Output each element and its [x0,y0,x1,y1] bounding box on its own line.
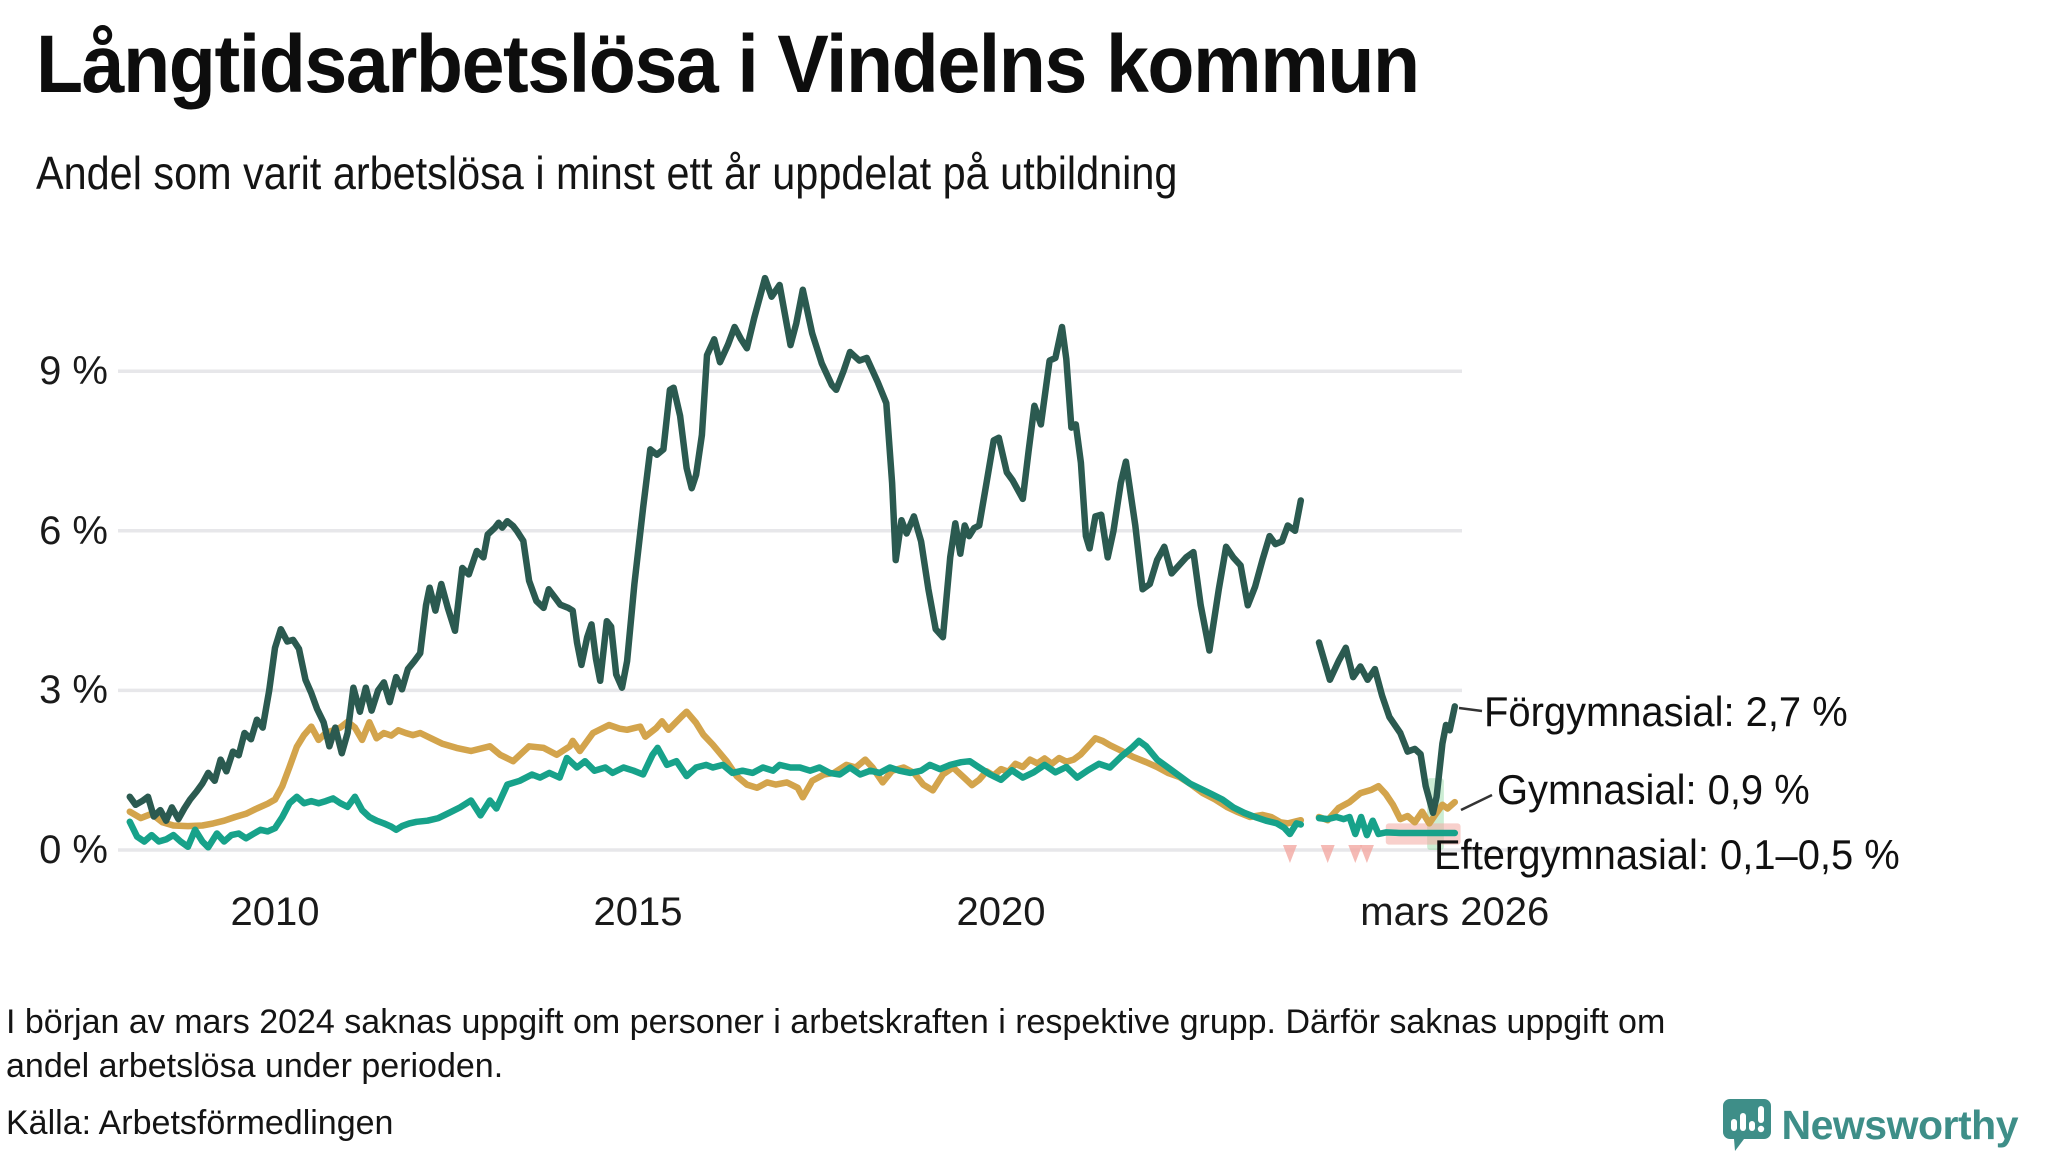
x-axis-tick-2010: 2010 [230,890,320,934]
y-axis-tick-0: 0 % [39,828,108,872]
censored-notch [1282,845,1297,863]
series-line-gymnasial [1315,782,1459,827]
annotation-leader [1460,793,1493,812]
footnote-line-1: I början av mars 2024 saknas uppgift om … [6,1003,1666,1041]
annotation-gymnasial: Gymnasial: 0,9 % [1497,766,1810,813]
x-axis-tick-mars-2026: mars 2026 [1360,890,1550,934]
footnote: I början av mars 2024 saknas uppgift om … [6,1000,2006,1088]
annotation-forgymnasial: Förgymnasial: 2,7 % [1484,688,1848,735]
censored-notch [1320,845,1335,863]
source-note: Källa: Arbetsförmedlingen [6,1104,394,1142]
footnote-line-2: andel arbetslösa under perioden. [6,1047,504,1085]
y-axis-tick-6: 6 % [39,508,108,553]
x-axis-tick-2015: 2015 [593,890,683,934]
series-line-förgymnasial [1315,639,1459,817]
censored-notch [1348,845,1363,863]
series-line-förgymnasial [126,274,1305,824]
newsworthy-branding: Newsworthy [1722,1098,2019,1152]
newsworthy-wordmark: Newsworthy [1781,1101,2019,1148]
annotation-eftergymnasial: Eftergymnasial: 0,1–0,5 % [1434,831,1900,878]
y-axis-tick-3: 3 % [39,668,108,713]
page-title: Långtidsarbetslösa i Vindelns kommun [36,19,1420,110]
y-axis-tick-9: 9 % [39,349,108,394]
series-line-eftergymnasial [1315,813,1459,839]
censored-notch [1359,845,1374,863]
x-axis-tick-2020: 2020 [956,890,1046,934]
newsworthy-logo-icon [1722,1099,1771,1151]
page-subtitle: Andel som varit arbetslösa i minst ett å… [36,147,1178,199]
annotation-leader [1458,706,1483,713]
series-line-eftergymnasial [126,737,1305,851]
